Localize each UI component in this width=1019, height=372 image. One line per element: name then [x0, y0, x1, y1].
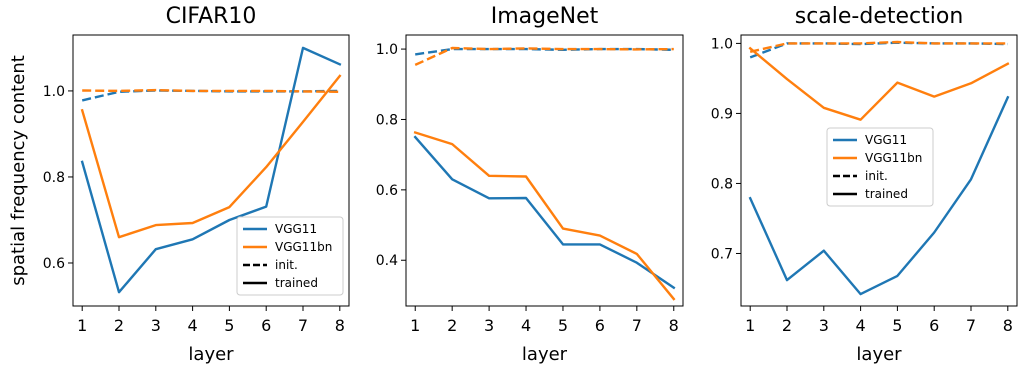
x-tick-label: 5 — [224, 316, 234, 335]
axes-frame — [740, 34, 1018, 307]
x-tick-label: 4 — [856, 316, 866, 335]
chart-title: CIFAR10 — [166, 4, 257, 29]
y-tick-label: 0.4 — [376, 253, 398, 269]
x-tick-label: 6 — [261, 316, 271, 335]
x-tick-label: 1 — [745, 316, 755, 335]
y-tick-label: 0.8 — [711, 176, 733, 192]
x-axis-label: layer — [856, 344, 902, 365]
series-line-vgg11bn-trained — [80, 74, 342, 239]
legend-box — [236, 216, 344, 296]
legend-label: trained — [275, 276, 318, 290]
y-tick-label: 0.6 — [43, 256, 65, 272]
y-tick-label: 1.0 — [711, 36, 733, 52]
x-tick-label: 2 — [447, 316, 457, 335]
legend-label: VGG11bn — [275, 240, 332, 254]
x-axis-label: layer — [522, 344, 568, 365]
legend-label: trained — [865, 187, 908, 201]
series-line-vgg11-trained — [748, 95, 1010, 296]
legend: VGG11 VGG11bn init. trained — [236, 216, 344, 296]
x-tick-label: 5 — [558, 316, 568, 335]
series-line-vgg11bn-trained — [413, 130, 676, 301]
y-tick-label: 0.9 — [711, 106, 733, 122]
chart-panel-1: 1 2 3 4 5 6 7 8 0.6 0.8 1.0 CIFAR10 layer spatial fre… — [8, 4, 350, 365]
y-tick-label: 1.0 — [43, 84, 65, 100]
x-tick-label: 6 — [929, 316, 939, 335]
series-line-vgg11bn-init — [414, 46, 674, 66]
legend: VGG11 VGG11bn init. trained — [826, 127, 934, 207]
axes-frame — [405, 34, 684, 307]
x-tick-label: 7 — [966, 316, 976, 335]
x-tick-label: 1 — [410, 316, 420, 335]
chart-title: ImageNet — [491, 4, 599, 29]
x-tick-label: 2 — [782, 316, 792, 335]
x-tick-label: 4 — [521, 316, 531, 335]
y-tick-label: 0.6 — [376, 183, 398, 199]
x-axis-label: layer — [188, 344, 234, 365]
series-line-vgg11-init — [749, 41, 1008, 59]
x-tick-label: 8 — [335, 316, 345, 335]
x-tick-label: 3 — [819, 316, 829, 335]
series-line-vgg11bn-init — [82, 88, 340, 93]
x-tick-label: 5 — [892, 316, 902, 335]
y-tick-label: 0.8 — [43, 170, 65, 186]
y-axis-label: spatial frequency content — [8, 55, 29, 286]
x-tick-label: 7 — [298, 316, 308, 335]
x-tick-label: 8 — [669, 316, 679, 335]
series-line-vgg11bn-trained — [748, 46, 1010, 121]
x-tick-label: 4 — [188, 316, 198, 335]
x-tick-label: 6 — [595, 316, 605, 335]
legend-label: VGG11 — [865, 133, 907, 147]
legend-label: VGG11 — [275, 222, 317, 236]
x-tick-label: 7 — [632, 316, 642, 335]
legend-label: init. — [865, 169, 888, 183]
legend-label: init. — [275, 258, 298, 272]
y-tick-label: 0.7 — [711, 246, 733, 262]
y-tick-label: 1.0 — [376, 42, 398, 58]
series-line-vgg11-trained — [80, 46, 342, 294]
y-tick-label: 0.8 — [376, 112, 398, 128]
legend-box — [826, 127, 934, 207]
series-line-vgg11-trained — [413, 135, 676, 290]
x-tick-label: 2 — [114, 316, 124, 335]
chart-title: scale-detection — [795, 4, 964, 29]
x-tick-label: 3 — [151, 316, 161, 335]
x-tick-label: 1 — [77, 316, 87, 335]
axes-frame — [72, 34, 350, 307]
x-tick-label: 3 — [484, 316, 494, 335]
chart-panel-3: 1 2 3 4 5 6 7 8 0.7 0.8 0.9 1.0 scale-detection layer… — [711, 4, 1018, 365]
legend-label: VGG11bn — [865, 151, 922, 165]
x-tick-label: 8 — [1003, 316, 1013, 335]
series-line-vgg11-init — [81, 89, 340, 102]
series-line-vgg11bn-init — [749, 40, 1008, 53]
chart-panel-2: 1 2 3 4 5 6 7 8 0.4 0.6 0.8 1.0 ImageNet layer — [376, 4, 684, 365]
